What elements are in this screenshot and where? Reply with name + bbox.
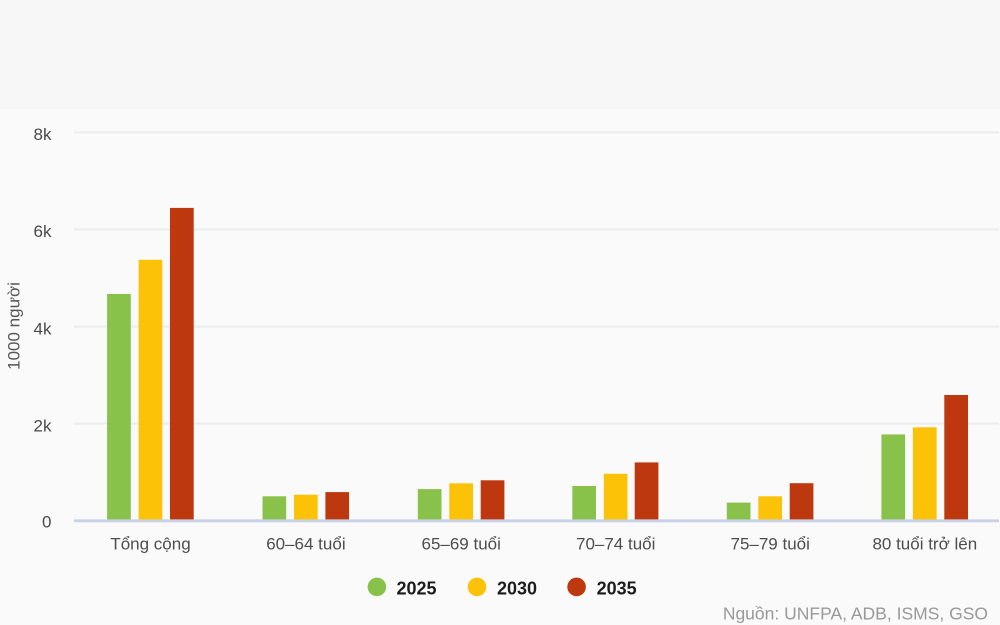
svg-text:80 tuổi trở lên: 80 tuổi trở lên xyxy=(872,535,977,554)
svg-text:1000 người: 1000 người xyxy=(5,282,24,370)
svg-text:2030: 2030 xyxy=(497,578,537,598)
svg-text:75–79 tuổi: 75–79 tuổi xyxy=(730,535,809,554)
svg-text:4k: 4k xyxy=(34,319,52,338)
svg-text:2035: 2035 xyxy=(597,578,637,598)
svg-text:8k: 8k xyxy=(34,125,52,144)
svg-text:2025: 2025 xyxy=(397,578,437,598)
svg-text:2k: 2k xyxy=(34,416,52,435)
svg-text:65–69 tuổi: 65–69 tuổi xyxy=(421,535,500,554)
svg-text:Nguồn: UNFPA, ADB, ISMS, GSO: Nguồn: UNFPA, ADB, ISMS, GSO xyxy=(723,604,988,624)
svg-text:70–74 tuổi: 70–74 tuổi xyxy=(576,535,655,554)
svg-text:0: 0 xyxy=(42,513,51,532)
svg-text:6k: 6k xyxy=(34,222,52,241)
svg-text:60–64 tuổi: 60–64 tuổi xyxy=(266,535,345,554)
svg-text:Tổng cộng: Tổng cộng xyxy=(110,535,190,554)
